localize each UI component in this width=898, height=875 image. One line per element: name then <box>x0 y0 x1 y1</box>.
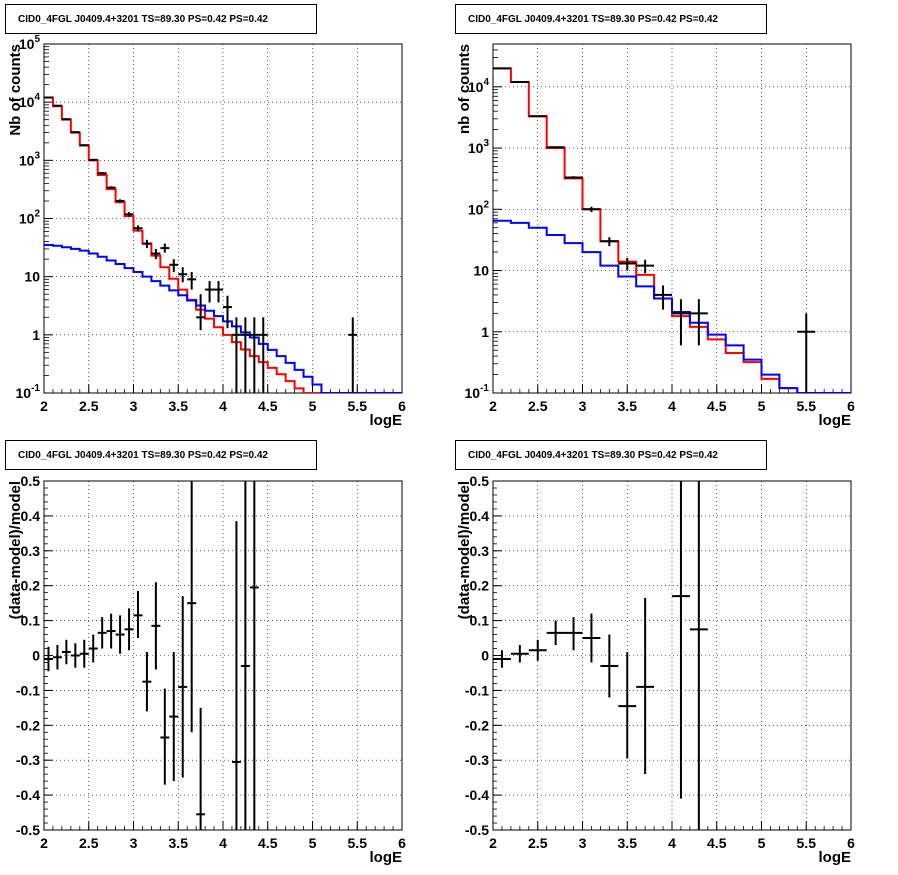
y-tick-label: -0.5 <box>465 822 489 838</box>
panel-title-bottom-right: CID0_4FGL J0409.4+3201 TS=89.30 PS=0.42 … <box>455 440 767 470</box>
y-tick-label: -0.4 <box>465 787 489 803</box>
x-tick-label: 5.5 <box>797 398 817 414</box>
x-tick-label: 2 <box>40 398 48 414</box>
panel-top-left: 2 2.5 3 3.5 4 4.5 5 5.5 6 10-1 1 10 102 103 104 105 logE… <box>7 34 406 429</box>
x-tick-label: 4 <box>668 835 676 851</box>
y-tick-label: 10-1 <box>16 383 41 401</box>
x-tick-label: 4 <box>668 398 676 414</box>
x-tick-label: 5.5 <box>348 835 368 851</box>
panel-bottom-left: 2 2.5 3 3.5 4 4.5 5 5.5 6 -0.5 -0.4 -0.3 -0.2 -0.1 0 0.… <box>7 473 406 866</box>
y-tick-label: 103 <box>468 138 490 156</box>
x-tick-label: 6 <box>847 835 855 851</box>
y-tick-label: -0.2 <box>16 717 40 733</box>
panel-title-bottom-left: CID0_4FGL J0409.4+3201 TS=89.30 PS=0.42 … <box>5 440 317 470</box>
y-tick-label: 10 <box>473 263 489 279</box>
y-tick-label: -0.3 <box>16 752 40 768</box>
y-axis-title: nb of counts <box>456 44 473 134</box>
x-tick-label: 4.5 <box>707 835 727 851</box>
y-tick-label: 1 <box>481 324 489 340</box>
x-tick-label: 6 <box>398 398 406 414</box>
x-tick-label: 4 <box>219 398 227 414</box>
model-series-line <box>44 244 402 393</box>
y-tick-label: 103 <box>19 150 41 168</box>
x-tick-label: 2 <box>40 835 48 851</box>
y-tick-label: 104 <box>468 77 490 95</box>
x-tick-label: 4.5 <box>258 398 278 414</box>
x-tick-label: 5.5 <box>348 398 368 414</box>
y-tick-label: 0.2 <box>470 578 490 594</box>
plot-frame <box>492 43 852 394</box>
panel-top-right: 2 2.5 3 3.5 4 4.5 5 5.5 6 10-1 1 10 102 103 104 logE nb … <box>456 43 855 429</box>
x-tick-label: 5 <box>309 835 317 851</box>
y-tick-label: 0.2 <box>21 578 41 594</box>
y-tick-label: 102 <box>19 209 41 227</box>
plot-frame <box>43 480 403 831</box>
y-tick-label: 10 <box>24 269 40 285</box>
x-tick-label: 5.5 <box>797 835 817 851</box>
y-tick-label: -0.4 <box>16 787 40 803</box>
y-tick-label: -0.1 <box>16 682 40 698</box>
y-axis-title: Nb of counts <box>7 44 24 136</box>
y-tick-label: 104 <box>19 92 41 110</box>
x-tick-label: 2 <box>489 835 497 851</box>
x-tick-label: 3.5 <box>618 398 638 414</box>
y-tick-label: 0.3 <box>21 543 41 559</box>
x-tick-label: 5 <box>758 835 766 851</box>
x-axis-title: logE <box>819 412 852 429</box>
y-axis-title: (data-model)/model <box>7 481 24 619</box>
x-tick-label: 3 <box>130 398 138 414</box>
x-axis-title: logE <box>819 849 852 866</box>
y-tick-label: 0.4 <box>470 508 490 524</box>
x-tick-label: 6 <box>398 835 406 851</box>
y-tick-label: 0.4 <box>21 508 41 524</box>
x-axis-title: logE <box>370 849 403 866</box>
y-tick-label: 0 <box>32 648 40 664</box>
x-tick-label: 3 <box>130 835 138 851</box>
y-tick-label: -0.5 <box>16 822 40 838</box>
x-tick-label: 3.5 <box>618 835 638 851</box>
y-tick-label: 0 <box>481 648 489 664</box>
x-tick-label: 5 <box>309 398 317 414</box>
x-tick-label: 2.5 <box>79 835 99 851</box>
y-axis-title: (data-model)/model <box>456 481 473 619</box>
y-tick-label: -0.1 <box>465 682 489 698</box>
y-tick-label: -0.2 <box>465 717 489 733</box>
y-tick-label: 105 <box>19 34 41 52</box>
x-tick-label: 4.5 <box>707 398 727 414</box>
x-tick-label: 2 <box>489 398 497 414</box>
x-tick-label: 5 <box>758 398 766 414</box>
y-tick-label: 102 <box>468 199 490 217</box>
y-tick-label: 0.3 <box>470 543 490 559</box>
y-tick-label: 1 <box>32 327 40 343</box>
x-tick-label: 2.5 <box>528 835 548 851</box>
x-tick-label: 4 <box>219 835 227 851</box>
y-tick-label: 10-1 <box>465 383 490 401</box>
panel-title-top-right: CID0_4FGL J0409.4+3201 TS=89.30 PS=0.42 … <box>455 4 767 34</box>
y-tick-label: 0.1 <box>470 613 490 629</box>
panel-bottom-right: 2 2.5 3 3.5 4 4.5 5 5.5 6 -0.5 -0.4 -0.3 -0.2 -0.1 0 0.… <box>456 473 855 866</box>
y-tick-label: 0.5 <box>470 473 490 489</box>
x-axis-title: logE <box>370 412 403 429</box>
x-tick-label: 2.5 <box>79 398 99 414</box>
x-tick-label: 6 <box>847 398 855 414</box>
x-tick-label: 4.5 <box>258 835 278 851</box>
panel-title-top-left: CID0_4FGL J0409.4+3201 TS=89.30 PS=0.42 … <box>5 4 317 34</box>
y-tick-label: 0.1 <box>21 613 41 629</box>
plot-frame <box>492 480 852 831</box>
y-tick-label: -0.3 <box>465 752 489 768</box>
x-tick-label: 2.5 <box>528 398 548 414</box>
x-tick-label: 3 <box>579 398 587 414</box>
y-tick-label: 0.5 <box>21 473 41 489</box>
x-tick-label: 3.5 <box>169 398 189 414</box>
x-tick-label: 3.5 <box>169 835 189 851</box>
x-tick-label: 3 <box>579 835 587 851</box>
